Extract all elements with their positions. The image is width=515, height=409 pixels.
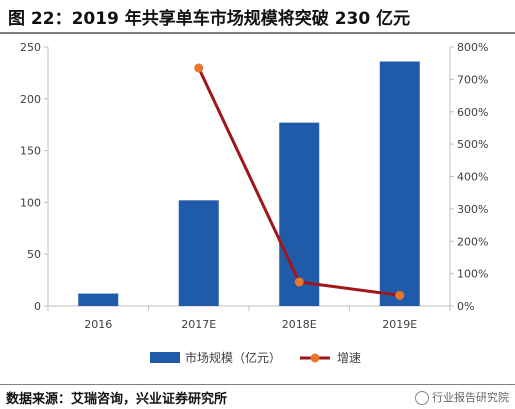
legend-swatch-growth-marker (310, 353, 320, 363)
legend: 市场规模（亿元） 增速 (150, 350, 361, 365)
bar-series (78, 61, 420, 307)
title-divider (0, 32, 515, 34)
right-axis-tick-label: 200% (457, 235, 488, 248)
right-axis-tick-label: 0% (457, 300, 474, 313)
right-axis-tick-label: 800% (457, 41, 488, 54)
chart-title: 图 22：2019 年共享单车市场规模将突破 230 亿元 (8, 9, 411, 29)
left-axis-tick-label: 50 (27, 248, 41, 261)
bar (379, 61, 420, 306)
right-axis-tick-label: 700% (457, 73, 488, 86)
growth-line-series (194, 63, 405, 300)
left-axis-tick-label: 200 (20, 93, 41, 106)
figure-footer: 数据来源：艾瑞咨询，兴业证券研究所 行业报告研究院 (0, 384, 515, 409)
watermark-text: 行业报告研究院 (432, 391, 509, 404)
growth-point (294, 277, 304, 287)
x-axis: 2016 2017E 2018E 2019E (47, 305, 451, 331)
bar (279, 122, 320, 307)
left-axis-tick-label: 0 (34, 300, 41, 313)
bar (178, 200, 219, 306)
footer-divider (0, 384, 515, 385)
legend-label-growth: 增速 (337, 351, 361, 365)
right-axis-tick-label: 500% (457, 138, 488, 151)
growth-point (194, 63, 204, 73)
bar (78, 293, 119, 306)
right-axis-tick-label: 600% (457, 106, 488, 119)
right-axis-tick-label: 100% (457, 268, 488, 281)
left-axis-tick-label: 100 (20, 196, 41, 209)
watermark: 行业报告研究院 (415, 389, 509, 405)
wechat-icon (415, 391, 429, 405)
x-axis-tick-label: 2016 (84, 318, 112, 331)
figure-header: 图 22：2019 年共享单车市场规模将突破 230 亿元 (0, 0, 515, 34)
left-axis-tick-label: 250 (20, 41, 41, 54)
left-y-axis: 0 50 100 150 200 250 (20, 41, 49, 313)
source-note: 数据来源：艾瑞咨询，兴业证券研究所 (6, 392, 228, 407)
x-axis-tick-label: 2018E (282, 318, 317, 331)
right-y-axis: 0% 100% 200% 300% 400% 500% 600% 700% 800% (449, 41, 488, 313)
chart: 0 50 100 150 200 250 0% 100% 200% 300% 400% 500% 60… (20, 41, 488, 365)
growth-point (395, 290, 405, 300)
x-axis-tick-label: 2017E (181, 318, 216, 331)
right-axis-tick-label: 300% (457, 203, 488, 216)
x-axis-tick-label: 2019E (382, 318, 417, 331)
right-axis-tick-label: 400% (457, 171, 488, 184)
legend-label-market-size: 市场规模（亿元） (185, 350, 281, 365)
left-axis-tick-label: 150 (20, 145, 41, 158)
legend-swatch-market-size (150, 352, 180, 363)
